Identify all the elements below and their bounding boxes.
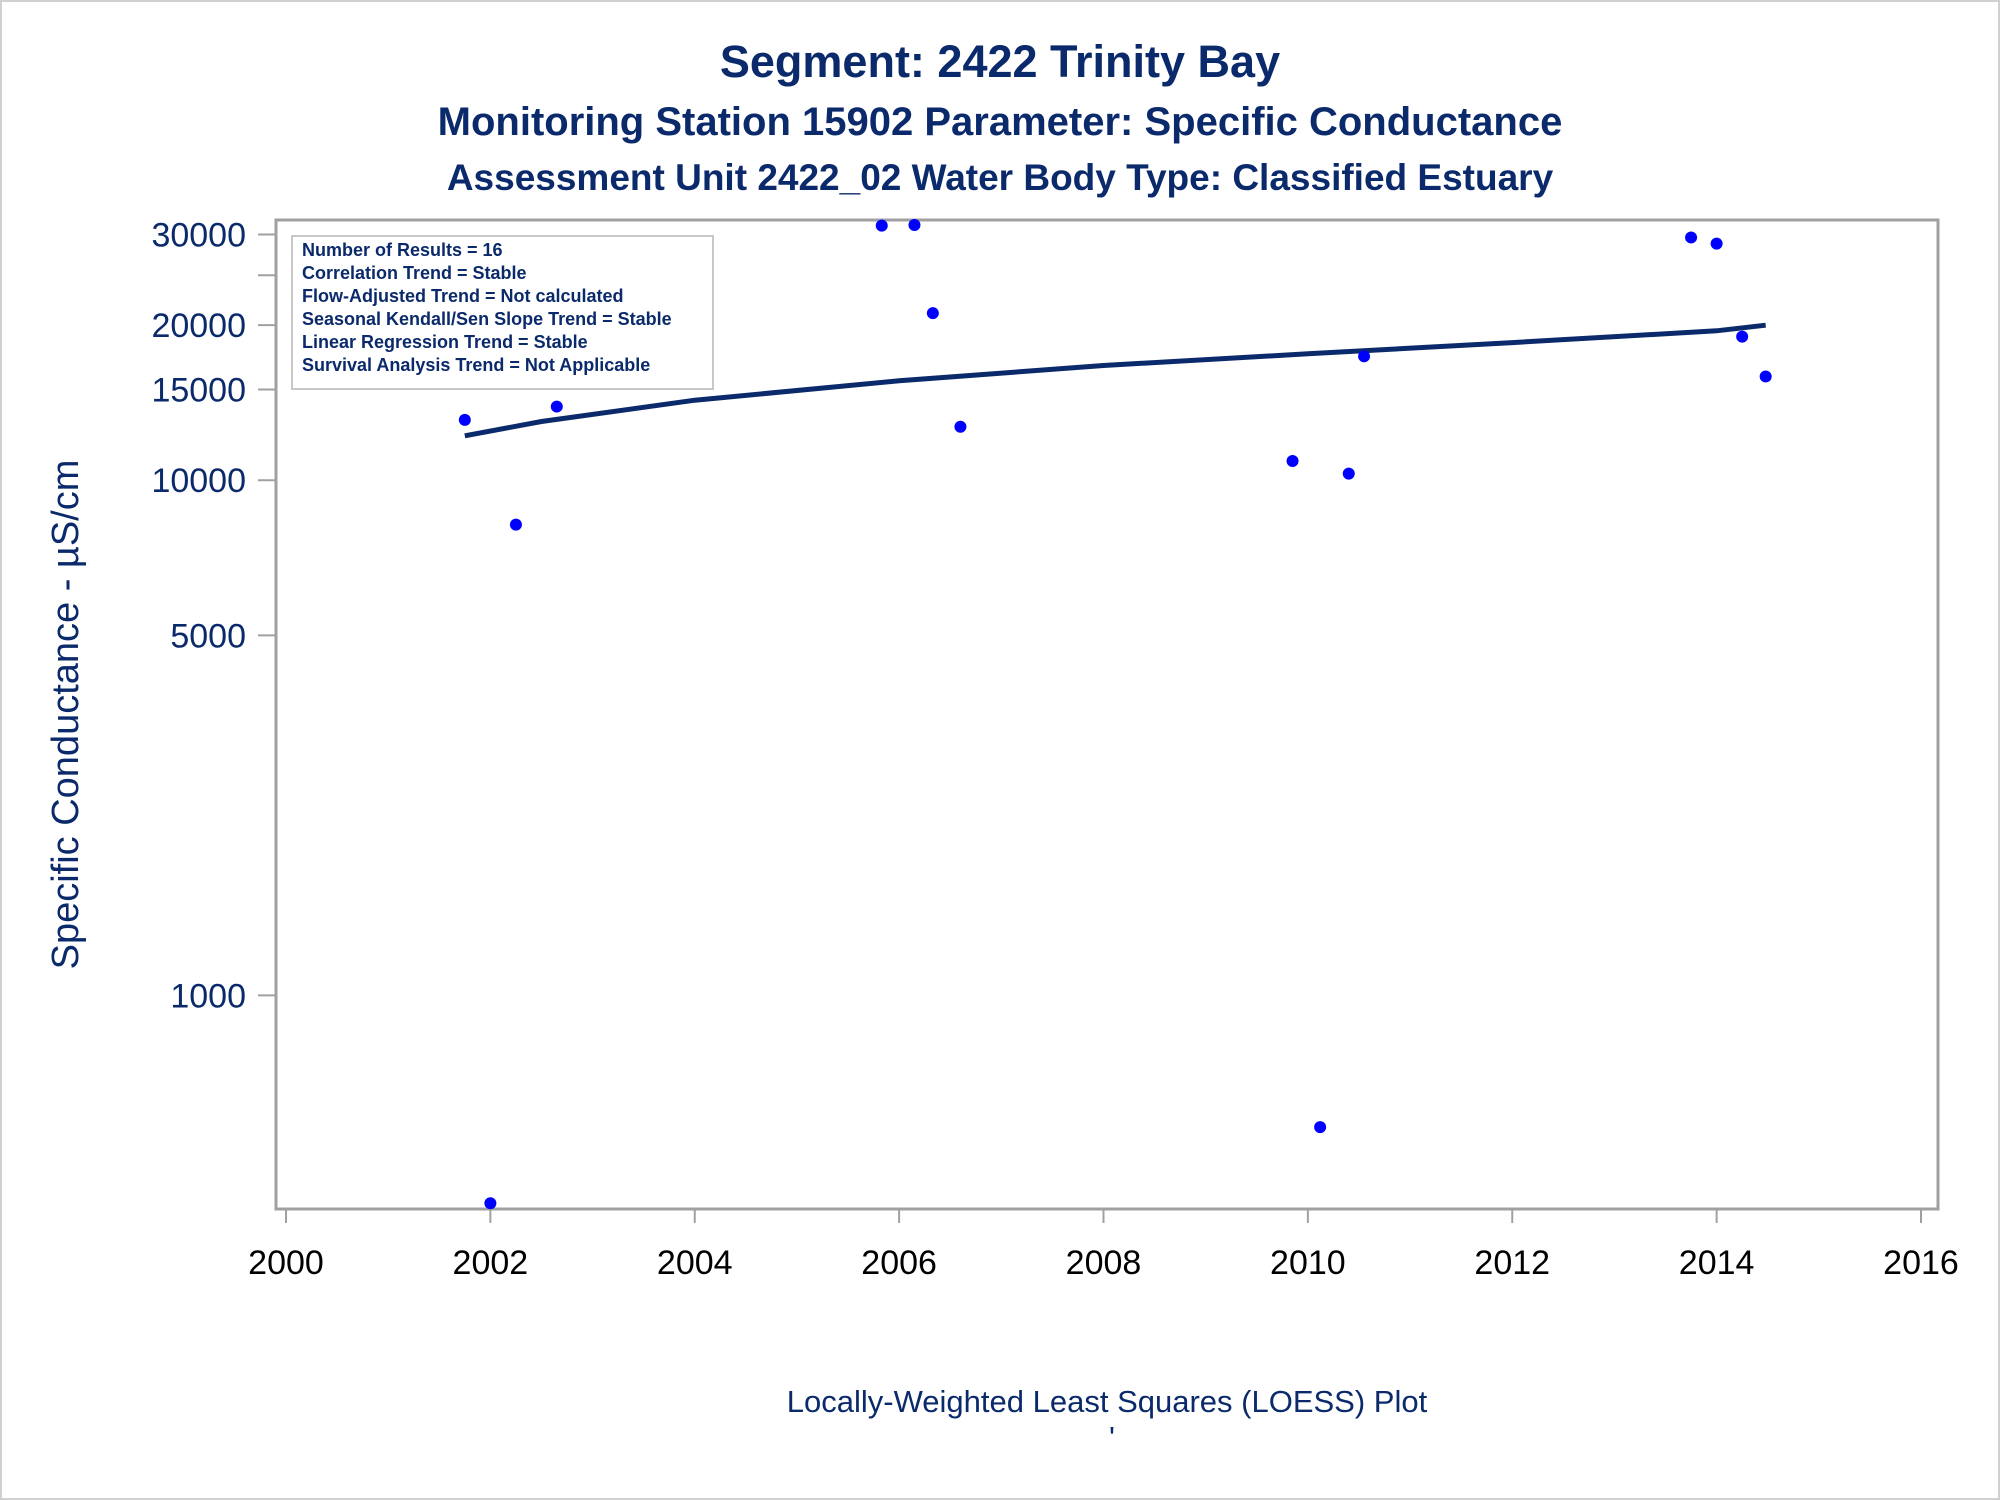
- loess-series: [464, 322, 1766, 439]
- x-tick-label: 2000: [248, 1244, 324, 1282]
- y-tick-label: 10000: [151, 462, 246, 500]
- y-tick-label: 20000: [151, 307, 246, 345]
- chart-title: Segment: 2422 Trinity Bay: [719, 36, 1281, 87]
- chart-subtitle-2: Assessment Unit 2422_02 Water Body Type:…: [446, 157, 1554, 198]
- y-tick-label: 5000: [170, 617, 246, 655]
- data-point: [1342, 467, 1355, 480]
- stats-box-line: Correlation Trend = Stable: [302, 263, 527, 283]
- data-point: [458, 413, 471, 426]
- data-point: [875, 219, 888, 232]
- x-axis: 2000 2002 2004 2006 2008 2010 2012 2014 2016: [248, 1209, 1959, 1282]
- y-tick-label: 30000: [151, 216, 246, 254]
- x-tick-label: 2008: [1066, 1244, 1142, 1282]
- x-tick-label: 2016: [1883, 1244, 1959, 1282]
- data-point: [1710, 237, 1723, 250]
- x-tick-label: 2010: [1270, 1244, 1346, 1282]
- y-tick-label: 15000: [151, 372, 246, 410]
- data-point: [954, 420, 967, 433]
- x-tick-label: 2006: [861, 1244, 937, 1282]
- data-point: [908, 218, 921, 231]
- data-point: [1358, 350, 1371, 363]
- stats-box-line: Flow-Adjusted Trend = Not calculated: [302, 286, 624, 306]
- chart-subtitle: Monitoring Station 15902 Parameter: Spec…: [437, 100, 1563, 144]
- stats-box-line: Number of Results = 16: [302, 240, 503, 260]
- x-tick-label: 2002: [453, 1244, 529, 1282]
- y-axis: 1000 5000 10000 15000 20000 30000: [151, 216, 276, 1015]
- x-tick-label: 2014: [1679, 1244, 1755, 1282]
- data-point: [1736, 330, 1749, 343]
- stats-box-line: Seasonal Kendall/Sen Slope Trend = Stabl…: [302, 309, 672, 329]
- plot-area: [274, 218, 1940, 1211]
- footnote-mark: ': [1109, 1420, 1115, 1455]
- data-point: [550, 400, 563, 413]
- data-point: [509, 518, 522, 531]
- stats-box-line: Survival Analysis Trend = Not Applicable: [302, 355, 650, 375]
- stats-box: Number of Results = 16 Correlation Trend …: [291, 235, 714, 390]
- data-point: [1286, 454, 1299, 467]
- stats-box-frame: [291, 235, 714, 390]
- data-points: [458, 218, 1772, 1210]
- data-point: [1685, 231, 1698, 244]
- footnote: Locally-Weighted Least Squares (LOESS) P…: [787, 1384, 1428, 1419]
- y-axis-label: Specific Conductance - µS/cm: [45, 460, 87, 970]
- x-tick-label: 2004: [657, 1244, 733, 1282]
- x-tick-label: 2012: [1474, 1244, 1550, 1282]
- loess-line: [464, 322, 1766, 439]
- stats-box-line: Linear Regression Trend = Stable: [302, 332, 588, 352]
- data-point: [484, 1197, 497, 1210]
- y-tick-label: 1000: [170, 977, 246, 1015]
- data-point: [1759, 370, 1772, 383]
- data-point: [926, 307, 939, 320]
- data-point: [1314, 1121, 1327, 1134]
